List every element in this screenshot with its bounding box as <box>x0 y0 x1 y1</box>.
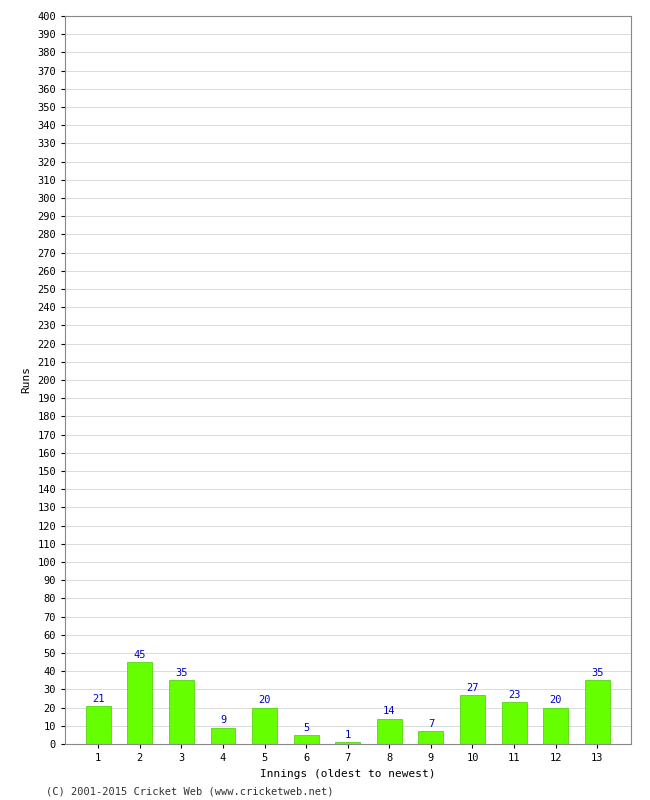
Text: 23: 23 <box>508 690 520 700</box>
X-axis label: Innings (oldest to newest): Innings (oldest to newest) <box>260 769 436 778</box>
Text: 20: 20 <box>258 695 271 706</box>
Bar <box>335 742 360 744</box>
Text: 45: 45 <box>134 650 146 660</box>
Bar <box>585 680 610 744</box>
Bar <box>502 702 526 744</box>
Bar <box>419 731 443 744</box>
Text: 14: 14 <box>383 706 396 716</box>
Text: 1: 1 <box>344 730 351 740</box>
Text: 27: 27 <box>466 682 479 693</box>
Bar <box>543 707 568 744</box>
Text: 5: 5 <box>303 722 309 733</box>
Text: (C) 2001-2015 Cricket Web (www.cricketweb.net): (C) 2001-2015 Cricket Web (www.cricketwe… <box>46 786 333 796</box>
Text: 35: 35 <box>591 668 603 678</box>
Bar <box>127 662 152 744</box>
Bar <box>460 695 485 744</box>
Bar <box>169 680 194 744</box>
Text: 20: 20 <box>549 695 562 706</box>
Y-axis label: Runs: Runs <box>21 366 32 394</box>
Bar <box>377 718 402 744</box>
Text: 9: 9 <box>220 715 226 726</box>
Bar <box>252 707 277 744</box>
Bar <box>294 735 318 744</box>
Bar <box>211 728 235 744</box>
Text: 35: 35 <box>176 668 188 678</box>
Text: 7: 7 <box>428 719 434 729</box>
Bar <box>86 706 110 744</box>
Text: 21: 21 <box>92 694 105 703</box>
